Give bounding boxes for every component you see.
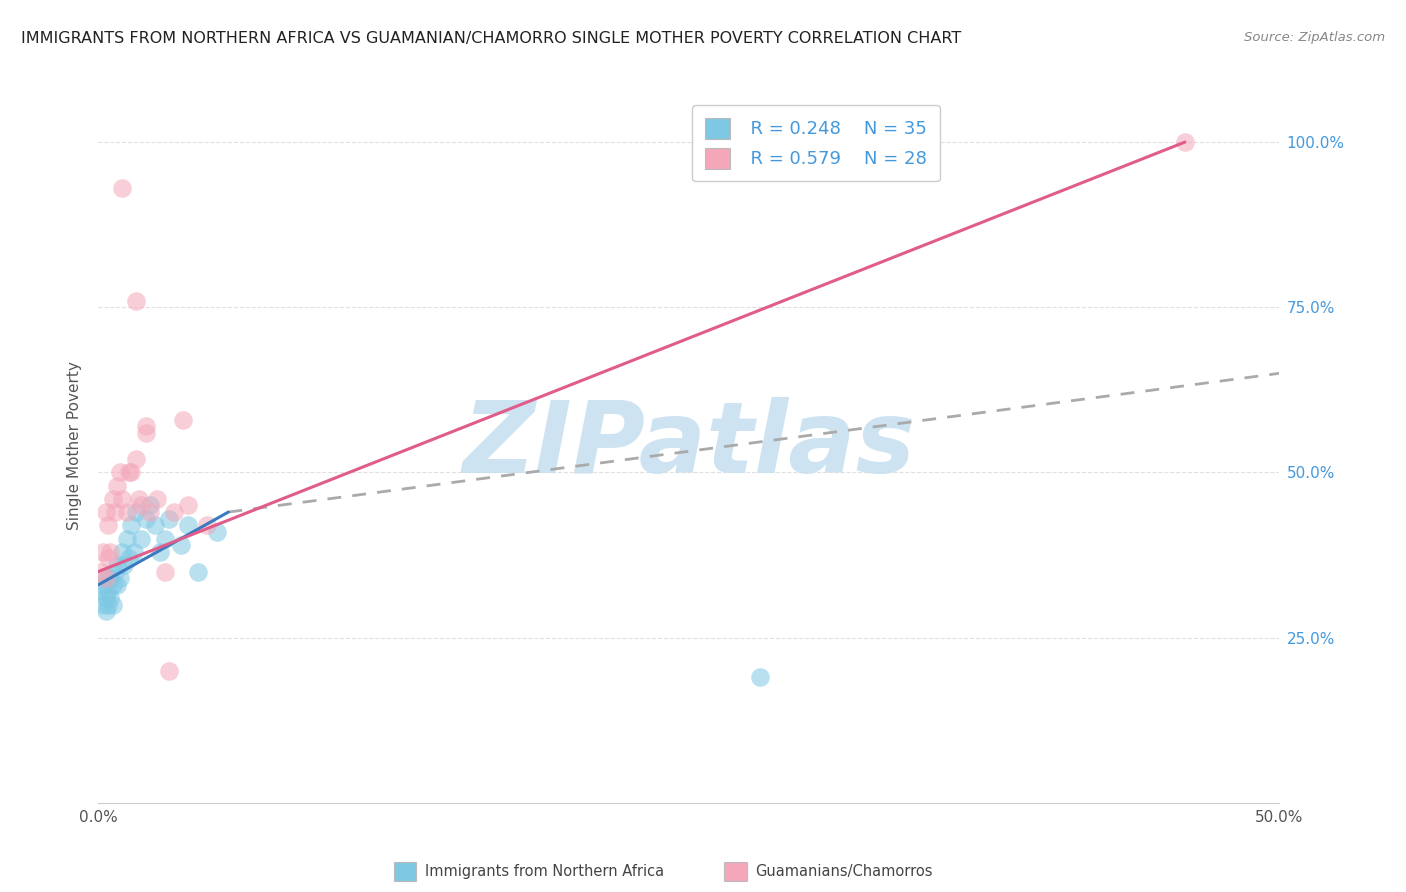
Point [112,558,135,572]
Point [187,565,209,579]
Text: Guamanians/Chamorros: Guamanians/Chamorros [755,864,932,879]
Point [139,505,162,519]
Point [90,584,112,599]
Point [129,532,152,546]
Point [111,181,134,195]
Point [94,591,117,605]
Point [101,491,124,506]
Point [94,505,117,519]
Point [125,452,148,467]
Point [153,532,176,546]
Point [91,578,114,592]
Point [135,425,157,440]
Point [97,551,120,566]
Point [111,491,134,506]
Point [195,518,218,533]
Point [104,565,127,579]
Point [172,412,194,426]
Point [121,466,143,480]
Point [153,565,176,579]
Point [135,419,157,434]
Point [91,598,114,612]
Point [115,505,138,519]
Point [101,598,124,612]
Point [177,518,200,533]
Point [105,558,128,572]
Point [98,571,121,585]
Point [163,505,186,519]
Point [205,524,228,539]
Point [115,532,138,546]
Point [157,664,180,678]
Point [104,505,127,519]
Point [97,598,120,612]
Point [118,466,141,480]
Point [129,499,152,513]
Point [143,518,166,533]
Y-axis label: Single Mother Poverty: Single Mother Poverty [67,361,83,531]
Point [98,545,121,559]
Point [125,293,148,308]
Point [105,478,128,492]
Point [111,545,134,559]
Point [149,545,172,559]
Point [90,565,112,579]
Point [91,545,114,559]
Point [122,545,145,559]
Point [128,491,150,506]
Point [125,505,148,519]
Point [1174,135,1197,149]
Point [97,584,120,599]
Text: ZIPatlas: ZIPatlas [463,398,915,494]
Point [139,499,162,513]
Point [94,571,117,585]
Text: Immigrants from Northern Africa: Immigrants from Northern Africa [425,864,664,879]
Text: IMMIGRANTS FROM NORTHERN AFRICA VS GUAMANIAN/CHAMORRO SINGLE MOTHER POVERTY CORR: IMMIGRANTS FROM NORTHERN AFRICA VS GUAMA… [21,31,962,46]
Point [101,578,124,592]
Point [108,571,131,585]
Point [118,551,141,566]
Point [748,670,770,684]
Point [177,499,200,513]
Point [94,604,117,618]
Point [121,518,143,533]
Point [98,591,121,605]
Point [105,578,128,592]
Point [97,518,120,533]
Text: Source: ZipAtlas.com: Source: ZipAtlas.com [1244,31,1385,45]
Point [135,511,157,525]
Point [94,571,117,585]
Point [170,538,193,552]
Point [108,466,131,480]
Legend:   R = 0.248    N = 35,   R = 0.579    N = 28: R = 0.248 N = 35, R = 0.579 N = 28 [692,105,939,181]
Point [157,511,180,525]
Point [146,491,169,506]
